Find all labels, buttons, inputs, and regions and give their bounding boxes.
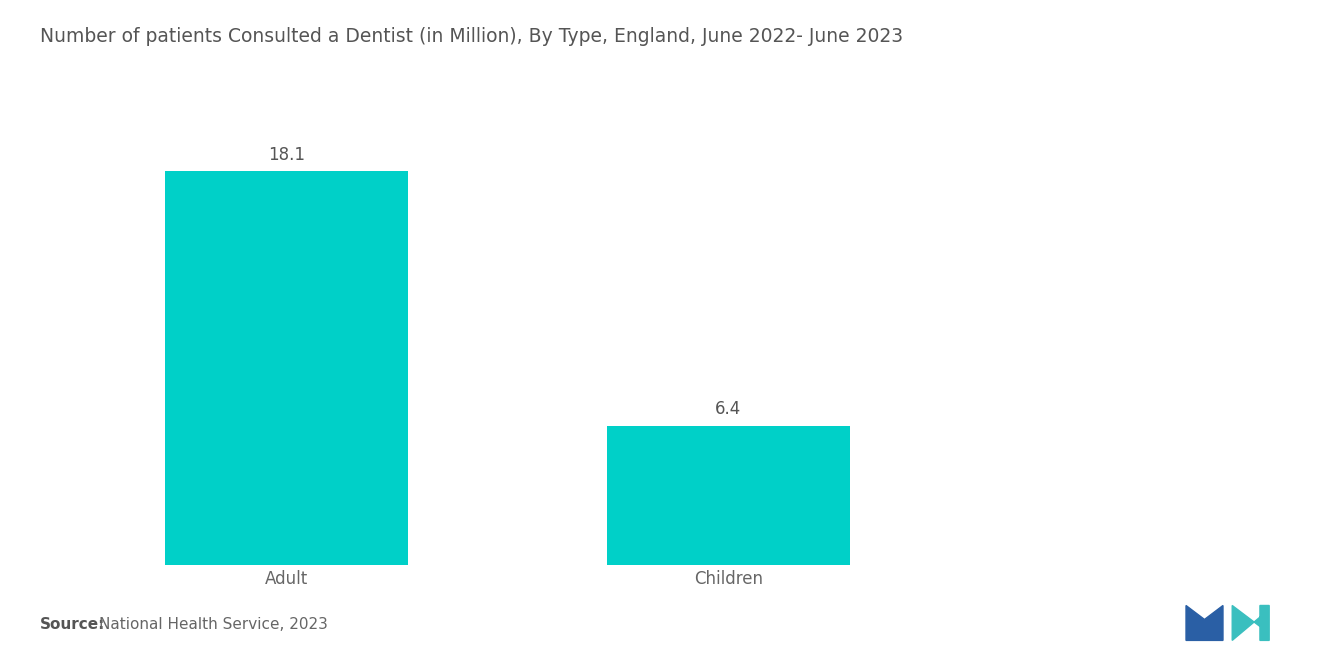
Bar [607,426,850,565]
Text: 6.4: 6.4 [715,400,742,418]
Text: National Health Service, 2023: National Health Service, 2023 [99,616,327,632]
Bar [165,172,408,565]
Polygon shape [1185,605,1222,640]
Text: Number of patients Consulted a Dentist (in Million), By Type, England, June 2022: Number of patients Consulted a Dentist (… [40,27,903,46]
Text: 18.1: 18.1 [268,146,305,164]
Text: Source:: Source: [40,616,106,632]
Polygon shape [1233,605,1270,640]
